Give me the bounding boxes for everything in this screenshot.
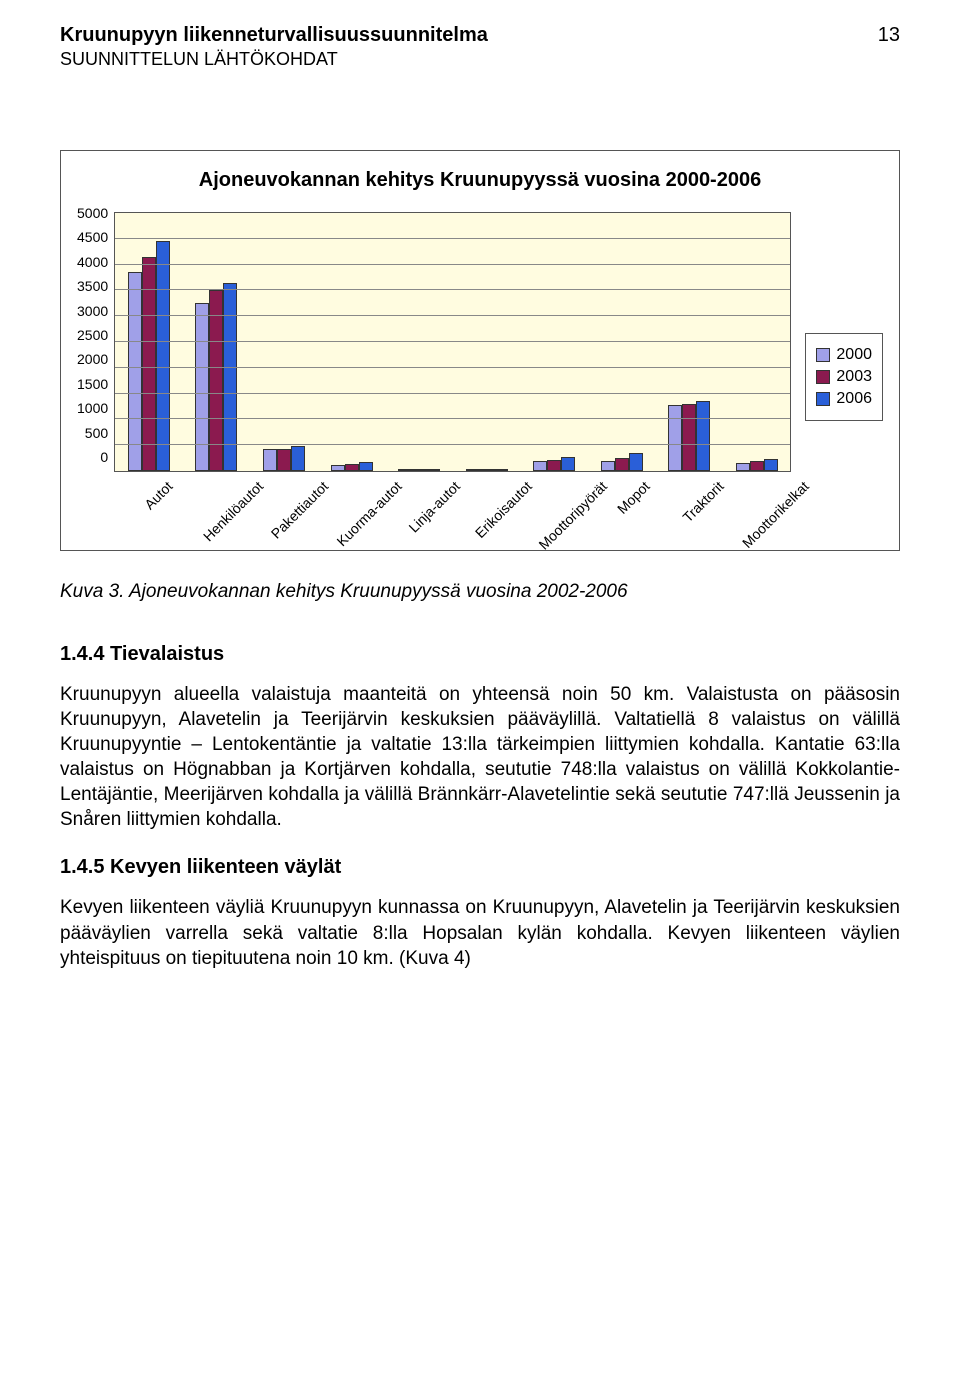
legend-item: 2000: [816, 346, 872, 364]
y-tick: 4000: [77, 254, 108, 270]
bar-group: [115, 213, 183, 471]
chart-plot-area: [114, 212, 791, 472]
grid-line: [115, 341, 790, 342]
bar: [466, 469, 480, 471]
legend-label: 2006: [836, 390, 872, 408]
bar: [668, 405, 682, 471]
legend-item: 2003: [816, 368, 872, 386]
bar-group: [588, 213, 656, 471]
page-header: Kruunupyyn liikenneturvallisuussuunnitel…: [60, 24, 900, 150]
bar: [682, 404, 696, 471]
bar: [629, 453, 643, 471]
y-tick: 500: [77, 425, 108, 441]
y-tick: 5000: [77, 205, 108, 221]
x-tick: Erikoisautot: [453, 472, 521, 542]
bar: [561, 457, 575, 471]
x-tick: Autot: [114, 472, 182, 542]
bar: [345, 464, 359, 471]
x-tick: Mopot: [588, 472, 656, 542]
section-text-145: Kevyen liikenteen väyliä Kruunupyyn kunn…: [60, 895, 900, 970]
bar: [359, 462, 373, 471]
bar: [156, 241, 170, 471]
bar: [277, 449, 291, 471]
x-tick: Pakettiautot: [250, 472, 318, 542]
legend-label: 2003: [836, 368, 872, 386]
legend-swatch: [816, 370, 830, 384]
bar: [736, 463, 750, 471]
bar: [764, 459, 778, 471]
bar: [263, 449, 277, 471]
y-tick: 0: [77, 449, 108, 465]
bar: [533, 461, 547, 471]
grid-line: [115, 289, 790, 290]
bar: [128, 272, 142, 471]
chart-legend: 2000 2003 2006: [805, 333, 883, 421]
grid-line: [115, 418, 790, 419]
grid-line: [115, 393, 790, 394]
legend-item: 2006: [816, 390, 872, 408]
chart-bars: [115, 213, 790, 471]
grid-line: [115, 264, 790, 265]
bar: [398, 469, 412, 471]
bar-group: [723, 213, 791, 471]
bar: [291, 446, 305, 471]
doc-title: Kruunupyyn liikenneturvallisuussuunnitel…: [60, 24, 488, 47]
grid-line: [115, 315, 790, 316]
legend-label: 2000: [836, 346, 872, 364]
y-tick: 3500: [77, 278, 108, 294]
x-tick: Kuorma-autot: [317, 472, 385, 542]
bar: [601, 461, 615, 471]
y-tick: 2500: [77, 327, 108, 343]
grid-line: [115, 367, 790, 368]
bar-chart: Ajoneuvokannan kehitys Kruunupyyssä vuos…: [60, 150, 900, 551]
bar-group: [183, 213, 251, 471]
chart-y-axis: 5000450040003500300025002000150010005000: [77, 205, 114, 465]
chart-caption: Kuva 3. Ajoneuvokannan kehitys Kruunupyy…: [60, 581, 900, 603]
bar-group: [318, 213, 386, 471]
grid-line: [115, 444, 790, 445]
bar: [494, 469, 508, 471]
chart-body: 5000450040003500300025002000150010005000…: [77, 212, 883, 542]
bar-group: [655, 213, 723, 471]
bar: [615, 458, 629, 471]
bar: [750, 461, 764, 471]
section-text-144: Kruunupyyn alueella valaistuja maanteitä…: [60, 682, 900, 832]
x-tick: Moottoripyörät: [520, 472, 588, 542]
legend-swatch: [816, 392, 830, 406]
bar: [412, 469, 426, 471]
x-tick: Linja-autot: [385, 472, 453, 542]
bar-group: [250, 213, 318, 471]
bar: [195, 303, 209, 471]
x-tick: Moottorikelkat: [724, 472, 792, 542]
doc-subtitle: SUUNNITTELUN LÄHTÖKOHDAT: [60, 49, 488, 70]
bar-group: [385, 213, 453, 471]
y-tick: 2000: [77, 351, 108, 367]
bar-group: [453, 213, 521, 471]
y-tick: 1000: [77, 400, 108, 416]
bar: [696, 401, 710, 471]
section-heading-144: 1.4.4 Tievalaistus: [60, 643, 900, 666]
section-heading-145: 1.4.5 Kevyen liikenteen väylät: [60, 856, 900, 879]
x-tick: Traktorit: [656, 472, 724, 542]
bar-group: [520, 213, 588, 471]
bar: [426, 469, 440, 471]
bar: [480, 469, 494, 471]
bar: [547, 460, 561, 471]
bar: [223, 283, 237, 471]
chart-x-axis: AutotHenkilöautotPakettiautotKuorma-auto…: [114, 472, 791, 542]
legend-swatch: [816, 348, 830, 362]
y-tick: 4500: [77, 229, 108, 245]
page-number: 13: [878, 24, 900, 47]
grid-line: [115, 238, 790, 239]
y-tick: 3000: [77, 303, 108, 319]
x-tick: Henkilöautot: [182, 472, 250, 542]
bar: [331, 465, 345, 471]
chart-title: Ajoneuvokannan kehitys Kruunupyyssä vuos…: [77, 169, 883, 192]
y-tick: 1500: [77, 376, 108, 392]
